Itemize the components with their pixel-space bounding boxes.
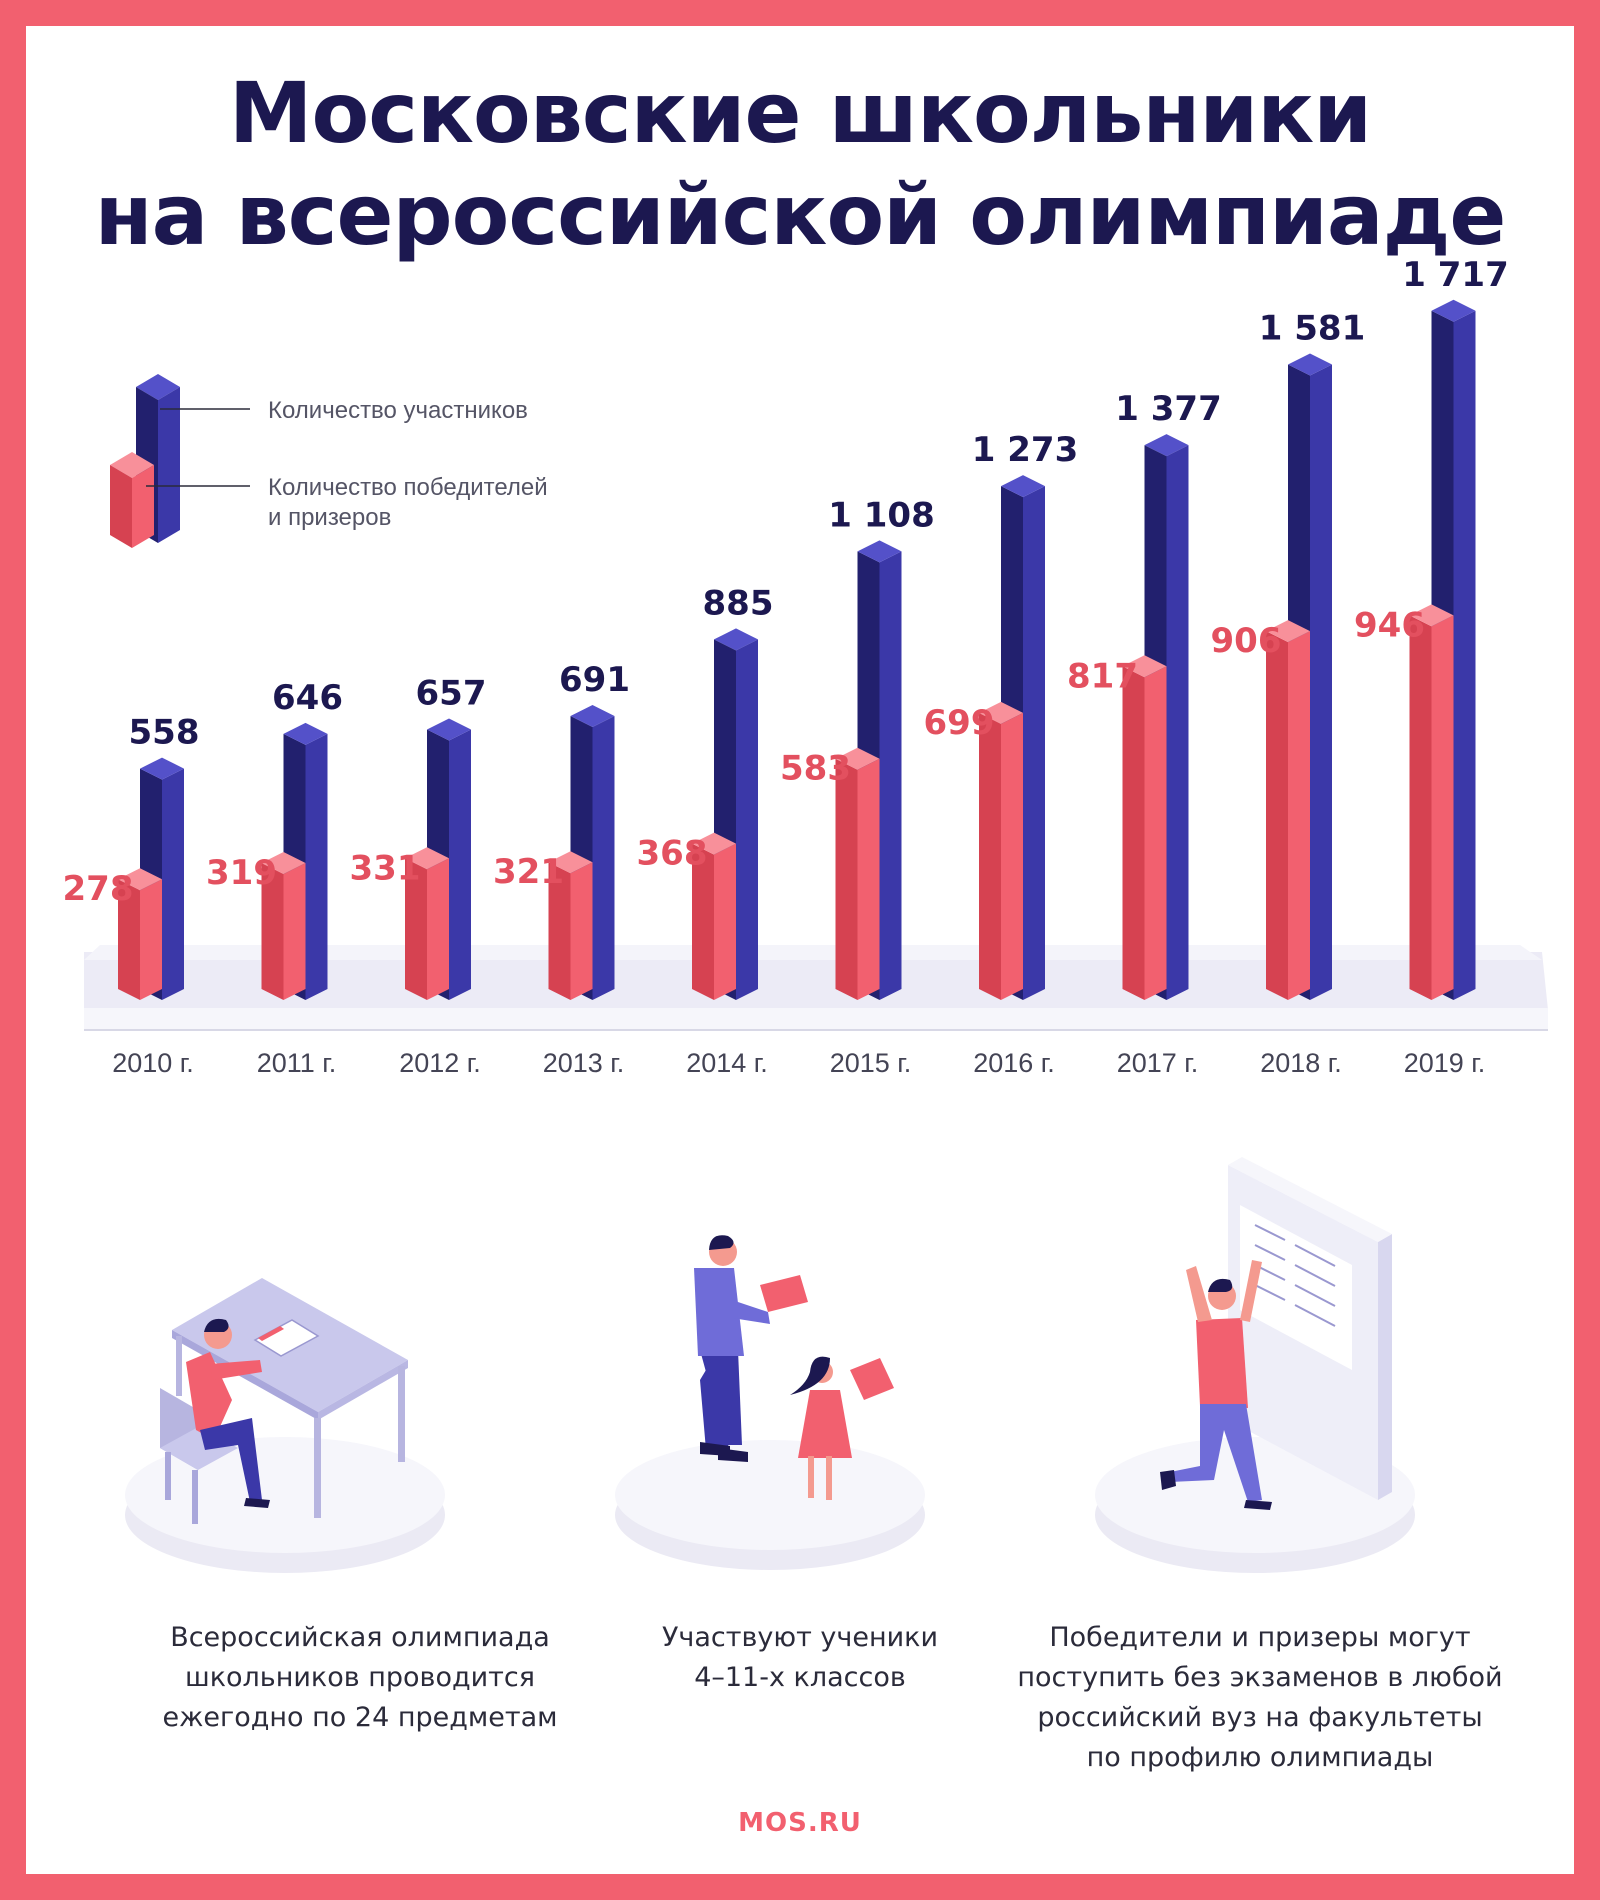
winners-value-label: 817: [1067, 656, 1138, 696]
fact-caption-1: Всероссийская олимпиада школьников прово…: [100, 1618, 620, 1738]
participants-illustration: [615, 1235, 925, 1570]
winners-value-label: 906: [1211, 621, 1282, 661]
title-line-2: на всероссийской олимпиаде: [94, 166, 1507, 264]
x-tick-label: 2018 г.: [1260, 1048, 1342, 1078]
participants-value-label: 646: [272, 678, 343, 718]
legend-winners-label-line2: и призеров: [268, 504, 391, 531]
x-tick-label: 2017 г.: [1117, 1048, 1199, 1078]
winners-bar: [1409, 604, 1454, 1000]
x-tick-label: 2014 г.: [686, 1048, 768, 1078]
winners-value-label: 368: [637, 834, 708, 874]
x-tick-label: 2019 г.: [1404, 1048, 1486, 1078]
winners-bar: [405, 847, 449, 1000]
winners-value-label: 321: [493, 852, 564, 892]
participants-value-label: 1 108: [828, 495, 934, 535]
participants-value-label: 1 273: [972, 430, 1078, 470]
winners-value-label: 699: [924, 703, 995, 743]
fact-1-line-3: ежегодно по 24 предметам: [162, 1702, 558, 1733]
winners-bar: [692, 832, 736, 1000]
winner-illustration: [1095, 1157, 1415, 1573]
x-tick-label: 2015 г.: [830, 1048, 912, 1078]
participants-value-label: 657: [416, 673, 487, 713]
x-tick-label: 2013 г.: [543, 1048, 625, 1078]
winners-bar: [1266, 620, 1310, 1000]
x-tick-label: 2010 г.: [112, 1048, 194, 1078]
fact-3-line-2: поступить без экзаменов в любой: [1017, 1662, 1503, 1693]
participants-value-label: 691: [559, 660, 630, 700]
fact-3-line-4: по профилю олимпиады: [1086, 1742, 1434, 1773]
chart-legend: Количество участников Количество победит…: [110, 374, 548, 548]
fact-1-line-1: Всероссийская олимпиада: [170, 1622, 550, 1653]
fact-3-line-3: российский вуз на факультеты: [1037, 1702, 1483, 1733]
winners-value-label: 946: [1354, 605, 1425, 645]
participants-value-label: 885: [703, 583, 774, 623]
legend-winners-label-line1: Количество победителей: [268, 474, 548, 501]
x-tick-label: 2016 г.: [973, 1048, 1055, 1078]
student-at-desk-illustration: [125, 1278, 445, 1573]
participants-value-label: 1 581: [1259, 309, 1365, 349]
x-tick-label: 2012 г.: [399, 1048, 481, 1078]
winners-value-label: 319: [206, 853, 277, 893]
fact-3-line-1: Победители и призеры могут: [1049, 1622, 1471, 1653]
bar-chart: Количество участников Количество победит…: [63, 255, 1548, 1078]
participants-value-label: 1 377: [1115, 389, 1221, 429]
winners-bar: [118, 868, 162, 1000]
fact-1-line-2: школьников проводится: [185, 1662, 535, 1693]
fact-caption-2: Участвуют ученики 4–11-х классов: [540, 1618, 1060, 1698]
footer-brand: MOS.RU: [738, 1808, 862, 1838]
winners-bar: [1122, 655, 1167, 1000]
winners-bar: [835, 747, 880, 1000]
winners-value-label: 583: [780, 749, 851, 789]
winners-bar: [261, 851, 306, 1000]
fact-caption-3: Победители и призеры могут поступить без…: [1000, 1618, 1520, 1778]
x-tick-label: 2011 г.: [257, 1048, 337, 1078]
participants-value-label: 1 717: [1402, 255, 1508, 295]
page-title: Московские школьники на всероссийской ол…: [0, 62, 1600, 266]
winners-value-label: 278: [63, 869, 134, 909]
fact-2-line-2: 4–11-х классов: [694, 1662, 906, 1693]
fact-2-line-1: Участвуют ученики: [661, 1622, 939, 1653]
participants-value-label: 558: [129, 713, 200, 753]
winners-value-label: 331: [350, 848, 421, 888]
winners-bar: [548, 851, 593, 1000]
winners-bar: [979, 701, 1023, 1000]
legend-participants-label: Количество участников: [268, 397, 528, 424]
chart-bars: 558 278 2010 г. 646 319 2011 г. 657 331 2012 г. 6…: [63, 255, 1509, 1078]
title-line-1: Московские школьники: [228, 64, 1372, 162]
